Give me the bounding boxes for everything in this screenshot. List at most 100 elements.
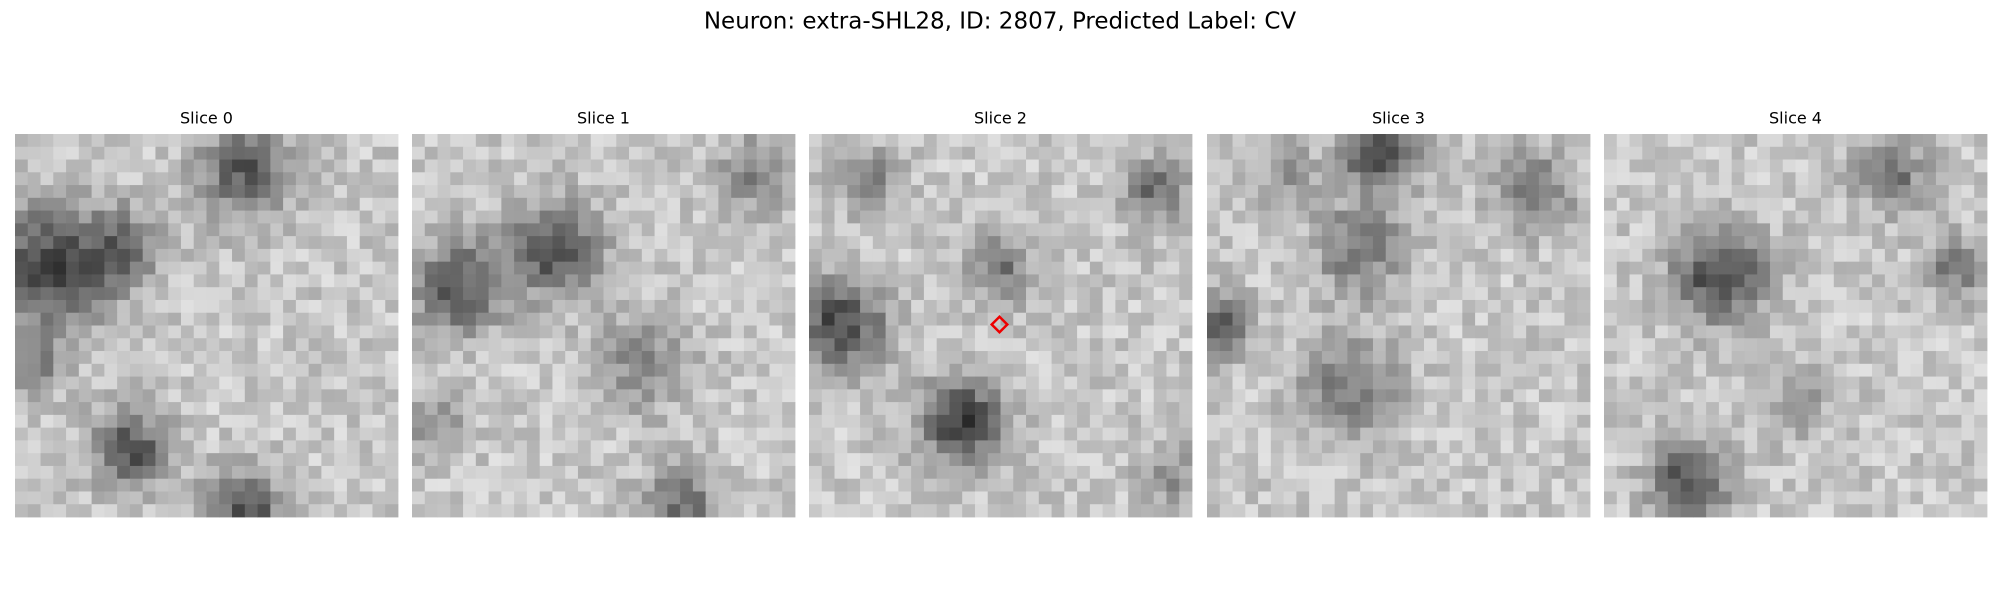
pixel: [412, 440, 426, 454]
pixel: [872, 172, 886, 186]
pixel: [1846, 197, 1860, 211]
pixel: [1258, 376, 1272, 390]
pixel: [27, 376, 41, 390]
pixel: [412, 338, 426, 352]
pixel: [40, 338, 54, 352]
pixel: [53, 274, 67, 288]
pixel: [1283, 414, 1297, 429]
pixel: [1616, 134, 1630, 148]
pixel: [15, 402, 29, 416]
pixel: [1321, 299, 1336, 314]
pixel: [1207, 453, 1221, 467]
pixel: [1744, 427, 1758, 441]
pixel: [1411, 197, 1425, 211]
pixel: [692, 465, 707, 480]
pixel: [66, 299, 80, 314]
pixel: [334, 338, 348, 352]
pixel: [514, 491, 528, 505]
pixel: [1424, 414, 1438, 429]
pixel: [1604, 376, 1618, 390]
pixel: [949, 414, 963, 429]
pixel: [1718, 146, 1733, 160]
pixel: [129, 185, 144, 199]
pixel: [782, 363, 796, 377]
pixel: [1693, 478, 1707, 492]
pixel: [1846, 491, 1860, 505]
pixel: [1334, 478, 1348, 492]
pixel: [1424, 465, 1438, 480]
pixel: [1538, 325, 1553, 339]
pixel: [1884, 146, 1899, 160]
pixel: [1013, 427, 1027, 441]
pixel: [1974, 146, 1988, 160]
pixel: [168, 299, 182, 314]
pixel: [1360, 504, 1374, 518]
pixel: [1961, 427, 1975, 441]
pixel: [488, 376, 502, 390]
pixel: [898, 351, 912, 365]
pixel: [1974, 504, 1988, 518]
pixel: [257, 274, 271, 288]
pixel: [1974, 402, 1988, 416]
pixel: [475, 351, 489, 365]
pixel: [91, 146, 105, 160]
pixel: [295, 440, 310, 454]
pixel: [78, 287, 92, 301]
pixel: [1347, 210, 1361, 224]
pixel: [769, 197, 783, 211]
pixel: [1347, 197, 1361, 211]
pixel: [53, 172, 67, 186]
pixel: [809, 453, 823, 467]
pixel: [244, 402, 258, 416]
pixel: [565, 210, 579, 224]
pixel: [1923, 440, 1937, 454]
pixel: [756, 172, 770, 186]
pixel: [1693, 427, 1707, 441]
pixel: [514, 134, 528, 148]
pixel: [1153, 274, 1167, 288]
pixel: [1629, 414, 1643, 429]
pixel: [1808, 159, 1822, 173]
pixel: [885, 338, 899, 352]
pixel: [1551, 440, 1565, 454]
pixel: [1655, 274, 1669, 288]
pixel: [847, 465, 861, 480]
pixel: [577, 274, 592, 288]
pixel: [974, 465, 989, 480]
pixel: [219, 465, 233, 480]
pixel: [372, 274, 386, 288]
pixel: [718, 453, 732, 467]
pixel: [1680, 427, 1694, 441]
pixel: [1795, 185, 1809, 199]
pixel: [1219, 134, 1233, 148]
pixel: [1667, 236, 1681, 250]
pixel: [616, 440, 630, 454]
pixel: [1089, 210, 1104, 224]
pixel: [1334, 351, 1348, 365]
pixel: [1051, 312, 1065, 326]
pixel: [206, 414, 220, 429]
pixel: [155, 363, 169, 377]
pixel: [539, 389, 553, 403]
pixel: [1179, 465, 1193, 480]
pixel: [1551, 223, 1565, 237]
pixel: [577, 440, 592, 454]
pixel: [1551, 504, 1565, 518]
pixel: [1808, 325, 1822, 339]
pixel: [860, 312, 874, 326]
pixel: [27, 325, 41, 339]
pixel: [1475, 172, 1489, 186]
pixel: [809, 402, 823, 416]
pixel: [1718, 491, 1733, 505]
pixel: [526, 414, 541, 429]
pixel: [1424, 440, 1438, 454]
pixel: [1731, 172, 1745, 186]
pixel: [463, 465, 477, 480]
pixel: [1475, 312, 1489, 326]
pixel: [872, 389, 886, 403]
pixel: [1513, 134, 1527, 148]
pixel: [1629, 185, 1643, 199]
pixel: [244, 197, 258, 211]
pixel: [514, 440, 528, 454]
pixel: [949, 223, 963, 237]
